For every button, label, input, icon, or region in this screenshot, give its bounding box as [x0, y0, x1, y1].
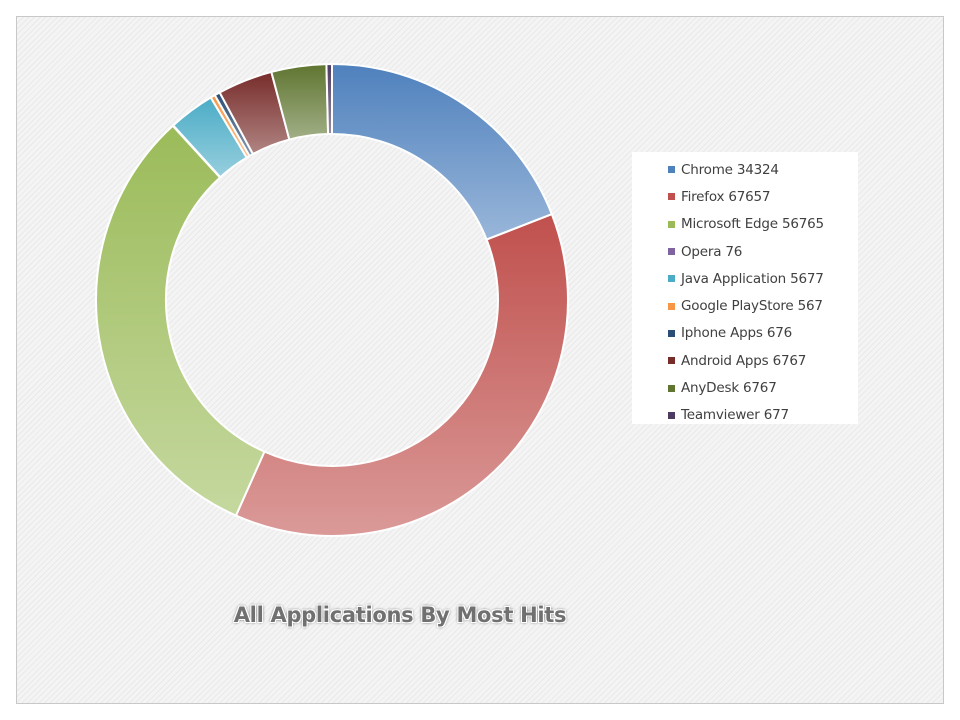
legend: Chrome 34324 Firefox 67657 Microsoft Edge … [632, 152, 858, 424]
legend-label: AnyDesk 6767 [681, 380, 777, 397]
legend-swatch [668, 220, 675, 228]
legend-label: Opera 76 [681, 243, 743, 260]
legend-swatch [668, 357, 675, 365]
legend-swatch [668, 384, 675, 392]
legend-label: Chrome 34324 [681, 161, 779, 178]
legend-label: Iphone Apps 676 [681, 325, 792, 342]
legend-item: Iphone Apps 676 [632, 320, 858, 347]
legend-swatch [668, 302, 675, 310]
legend-label: Android Apps 6767 [681, 352, 807, 369]
legend-swatch [668, 275, 675, 283]
legend-swatch [668, 193, 675, 201]
donut-slice-chrome [331, 62, 554, 241]
legend-item: Chrome 34324 [632, 156, 858, 183]
legend-swatch [668, 411, 675, 419]
legend-item: Microsoft Edge 56765 [632, 211, 858, 238]
legend-swatch [668, 166, 675, 174]
chart-title: All Applications By Most Hits [233, 603, 567, 627]
legend-label: Google PlayStore 567 [681, 298, 823, 315]
legend-item: Firefox 67657 [632, 183, 858, 210]
donut-slice-teamviewer [325, 62, 333, 136]
legend-label: Java Application 5677 [681, 270, 824, 287]
legend-item: AnyDesk 6767 [632, 374, 858, 401]
legend-item: Android Apps 6767 [632, 347, 858, 374]
legend-swatch [668, 329, 675, 337]
legend-label: Microsoft Edge 56765 [681, 216, 824, 233]
legend-item: Opera 76 [632, 238, 858, 265]
donut-slice-microsoft-edge [95, 124, 266, 517]
donut-slice-firefox [234, 212, 569, 537]
legend-item: Java Application 5677 [632, 265, 858, 292]
legend-label: Firefox 67657 [681, 188, 771, 205]
legend-item: Google PlayStore 567 [632, 292, 858, 319]
legend-swatch [668, 248, 675, 256]
legend-label: Teamviewer 677 [681, 407, 789, 424]
legend-item: Teamviewer 677 [632, 402, 858, 429]
